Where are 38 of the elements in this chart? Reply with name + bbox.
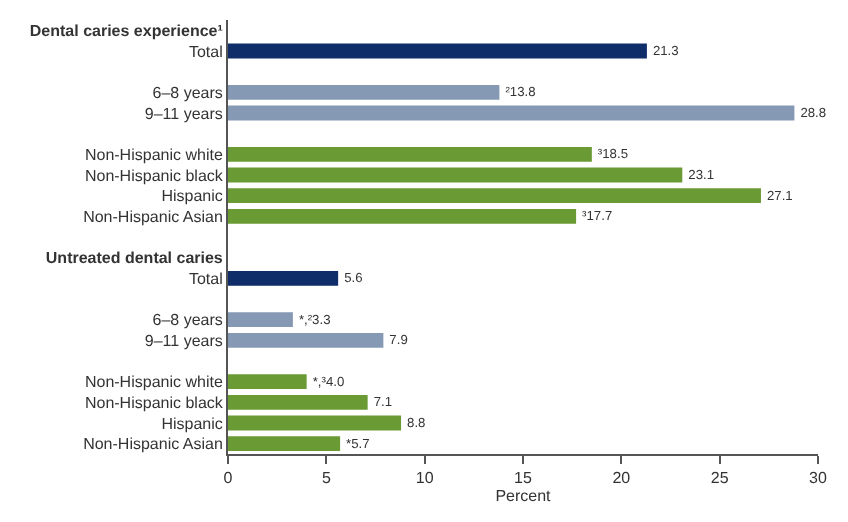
y-tick-label: 9–11 years: [144, 104, 223, 123]
y-tick-label: Untreated dental caries: [45, 249, 224, 268]
x-tick-label: 5: [321, 469, 332, 488]
bar: [228, 270, 339, 286]
bar: [228, 312, 293, 328]
y-tick-label: Non-Hispanic white: [84, 373, 224, 392]
bar: [228, 415, 402, 431]
bar: [228, 374, 307, 390]
x-tick-label: 10: [415, 469, 435, 488]
y-tick-label: Total: [188, 269, 224, 288]
bar: [228, 105, 795, 121]
bar: [228, 146, 592, 162]
y-tick-label: Total: [188, 42, 224, 61]
bar: [228, 394, 368, 410]
y-tick-label: Hispanic: [161, 414, 223, 433]
x-tick-label: 20: [612, 469, 632, 488]
y-tick-label: Non-Hispanic Asian: [83, 207, 223, 226]
x-tick-label: 15: [514, 469, 533, 488]
bar: [228, 167, 683, 183]
x-tick-label: 30: [809, 469, 828, 488]
bar: [228, 332, 384, 348]
bar: [228, 188, 761, 204]
x-tick-label: 0: [223, 469, 234, 488]
y-tick-label: Non-Hispanic Asian: [83, 435, 223, 454]
bar: [228, 436, 341, 452]
y-tick-label: Dental caries experience¹: [29, 21, 224, 40]
x-tick-label: 25: [710, 469, 730, 488]
y-tick-label: Hispanic: [161, 187, 223, 206]
y-tick-label: Non-Hispanic black: [84, 166, 225, 185]
bar: [228, 208, 577, 224]
bar: [228, 84, 500, 100]
y-tick-label: Non-Hispanic white: [84, 145, 224, 164]
bar: [228, 43, 647, 59]
y-tick-label: 6–8 years: [152, 83, 223, 102]
y-tick-label: 9–11 years: [144, 331, 223, 350]
x-axis-title: Percent: [495, 487, 553, 506]
y-tick-label: 6–8 years: [152, 311, 223, 330]
y-tick-label: Non-Hispanic black: [84, 393, 225, 412]
